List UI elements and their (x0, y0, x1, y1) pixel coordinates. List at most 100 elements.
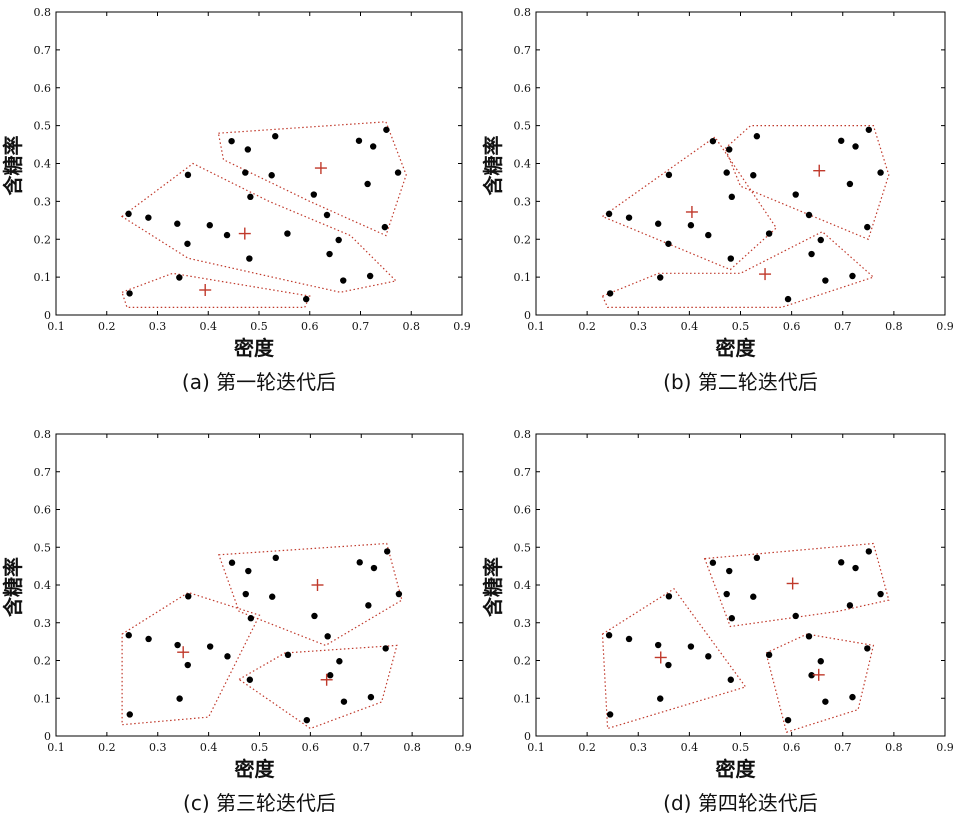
data-point (852, 143, 859, 150)
y-tick-label: 0.1 (34, 692, 52, 705)
plot-frame (535, 11, 946, 316)
x-tick-label: 0.4 (200, 741, 218, 754)
x-tick-label: 0.1 (527, 320, 545, 333)
data-point (184, 240, 191, 247)
x-tick-label: 0.2 (98, 320, 116, 333)
cluster-center-marker (314, 162, 327, 175)
data-point (247, 615, 255, 622)
data-point (327, 672, 334, 679)
data-point (753, 554, 761, 562)
data-point (369, 143, 377, 150)
x-axis-label: 密度 (716, 336, 757, 360)
data-point (224, 653, 231, 660)
data-point (665, 240, 672, 247)
y-tick-label: 0.1 (514, 271, 532, 284)
data-point (272, 554, 279, 562)
data-point (145, 635, 152, 643)
plot-frame (535, 433, 946, 737)
x-tick-label: 0.3 (630, 741, 648, 754)
data-point (367, 693, 375, 701)
data-point (145, 214, 152, 221)
data-point (849, 272, 856, 280)
y-tick-label: 0 (44, 309, 51, 322)
x-tick-label: 0.6 (783, 741, 801, 754)
scatter-panel-1: 0.1 0.2 0.3 0.4 0.5 0.6 0.7 0.8 0.900.10.20.30.4… (481, 6, 954, 394)
cluster-boundary (121, 591, 261, 726)
data-point (705, 653, 712, 660)
cluster-boundary (120, 162, 398, 293)
cluster-boundary (237, 644, 398, 730)
data-point (228, 137, 235, 145)
x-tick-label: 0.1 (527, 741, 545, 754)
x-tick-label: 0.8 (403, 741, 421, 754)
data-point (727, 255, 734, 262)
data-point (822, 698, 829, 705)
data-point (705, 231, 712, 239)
x-tick-label: 0.2 (98, 741, 116, 754)
y-axis-label: 含糖率 (1, 557, 25, 617)
y-tick-label: 0.3 (34, 195, 52, 208)
x-tick-label: 0.6 (783, 320, 801, 333)
data-point (355, 137, 363, 144)
cluster-center-marker (199, 284, 212, 297)
x-tick-label: 0.9 (936, 320, 954, 333)
x-tick-label: 0.3 (149, 320, 167, 333)
cluster-boundary (217, 121, 407, 237)
data-point (838, 137, 845, 144)
y-tick-label: 0.7 (514, 44, 532, 57)
cluster-boundary (121, 272, 311, 308)
y-tick-label: 0.3 (514, 195, 532, 208)
data-point (125, 632, 132, 639)
x-tick-label: 0.6 (302, 741, 320, 754)
cluster-center-marker (320, 673, 333, 686)
data-point (302, 295, 310, 303)
x-axis-label: 密度 (235, 757, 276, 781)
x-tick-label: 0.7 (834, 741, 852, 754)
cluster-boundary (724, 124, 890, 241)
data-point (246, 255, 253, 262)
data-point (184, 661, 191, 669)
x-tick-label: 0.1 (47, 320, 65, 333)
panel-caption: (c) 第三轮迭代后 (183, 791, 336, 815)
data-point (657, 274, 664, 281)
y-tick-label: 0.4 (514, 579, 532, 592)
x-tick-label: 0.7 (353, 741, 371, 754)
data-point (324, 633, 331, 640)
y-tick-label: 0.2 (34, 655, 52, 668)
y-tick-label: 0.4 (514, 158, 532, 171)
panel-caption: (a) 第一轮迭代后 (182, 370, 336, 394)
x-tick-label: 0.3 (630, 320, 648, 333)
data-point (366, 272, 374, 280)
x-tick-label: 0.7 (834, 320, 852, 333)
data-point (709, 137, 717, 145)
data-point (805, 633, 813, 640)
data-point (765, 651, 773, 659)
data-point (381, 223, 389, 231)
data-point (723, 169, 730, 176)
data-point (687, 643, 695, 650)
cluster-boundary (601, 587, 747, 730)
data-point (877, 169, 884, 176)
scatter-panel-0: 0.1 0.2 0.3 0.4 0.5 0.6 0.7 0.8 0.900.10.20.30.4… (1, 6, 471, 394)
y-tick-label: 0.8 (34, 428, 52, 441)
y-axis-label: 含糖率 (481, 136, 505, 196)
data-point (605, 210, 613, 218)
data-point (765, 230, 773, 237)
data-point (822, 277, 829, 284)
y-tick-label: 0.6 (34, 504, 52, 517)
data-point (126, 290, 133, 297)
data-point (206, 222, 213, 229)
data-point (726, 146, 733, 153)
data-point (846, 602, 854, 609)
cluster-center-marker (685, 205, 698, 218)
data-point (206, 643, 214, 650)
y-axis-label: 含糖率 (1, 136, 25, 196)
data-point (864, 223, 871, 231)
x-tick-label: 0.2 (578, 320, 596, 333)
y-tick-label: 0.7 (34, 466, 52, 479)
data-point (687, 222, 695, 229)
y-tick-label: 0 (524, 730, 531, 743)
y-tick-label: 0.5 (514, 541, 532, 554)
data-point (326, 250, 333, 258)
